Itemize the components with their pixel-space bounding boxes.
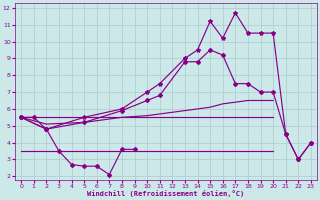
X-axis label: Windchill (Refroidissement éolien,°C): Windchill (Refroidissement éolien,°C) (87, 190, 245, 197)
